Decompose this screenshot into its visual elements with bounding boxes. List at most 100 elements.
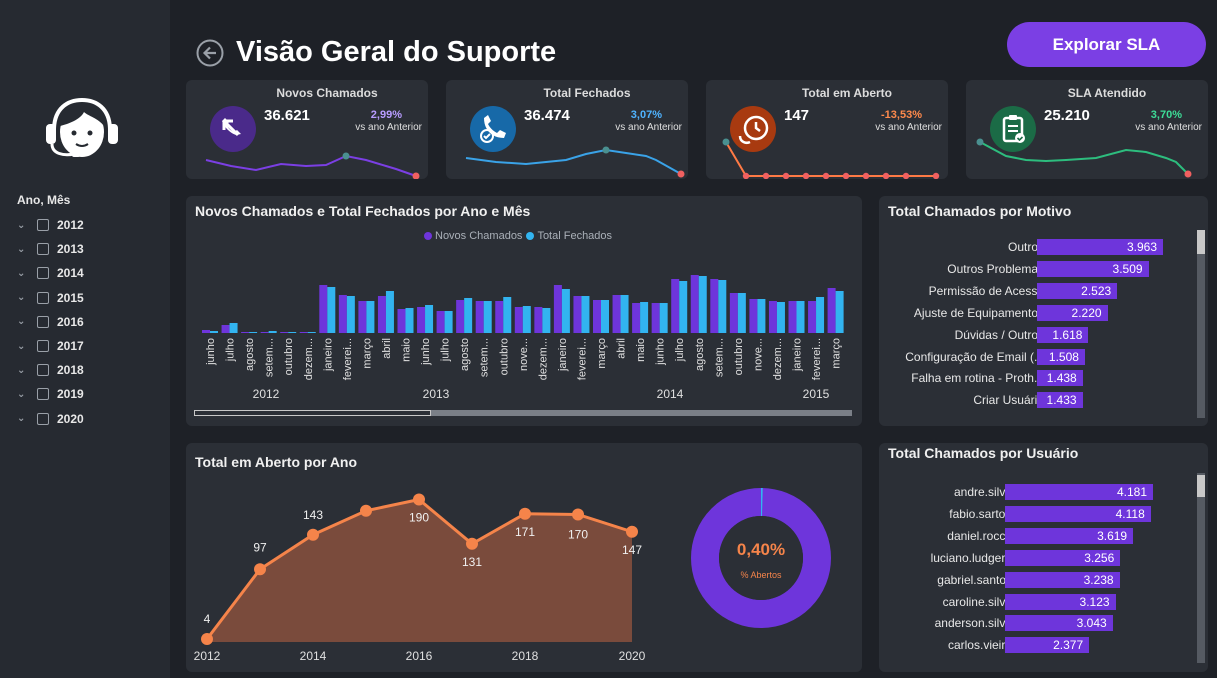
year-checkbox[interactable] — [37, 388, 49, 401]
sparkline-path — [979, 141, 1189, 175]
sparkline-point — [842, 172, 850, 179]
hbar-value: 3.509 — [1112, 261, 1143, 276]
area-data-label: 190 — [409, 511, 429, 525]
usuario-scrollbar-thumb[interactable] — [1197, 475, 1205, 497]
year-label: 2018 — [57, 363, 84, 378]
donut-slice-open — [691, 488, 831, 628]
hbar-value: 1.438 — [1046, 371, 1077, 386]
sparkline-path — [725, 141, 936, 177]
bar-fechados-30 — [796, 301, 805, 333]
year-checkbox[interactable] — [37, 340, 49, 353]
kpi-value: 36.474 — [524, 107, 570, 124]
bar-chart-svg: junho julho agosto setem... outubro dezem... j… — [202, 275, 844, 401]
motivo-scrollbar[interactable] — [1197, 230, 1205, 418]
chevron-down-icon[interactable]: ⌄ — [17, 243, 26, 255]
sparkline-high-point — [602, 146, 610, 154]
sparkline-path — [205, 154, 417, 177]
x-tick-label: dezem... — [537, 338, 549, 380]
bar-novos-18 — [553, 285, 562, 333]
horizontal-scrollbar[interactable] — [194, 410, 852, 416]
hbar-label: caroline.silva — [942, 594, 1012, 609]
kpi-title: Novos Chamados — [276, 86, 378, 100]
area-point — [201, 633, 213, 645]
bar-novos-21 — [612, 295, 621, 333]
x-tick-label: janeiro — [322, 338, 334, 372]
chevron-down-icon[interactable]: ⌄ — [17, 340, 26, 352]
sparkline-start-point — [722, 138, 730, 146]
year-label: 2017 — [57, 339, 84, 354]
year-checkbox[interactable] — [37, 267, 49, 280]
year-filter-2017[interactable]: ⌄ 2017 — [17, 334, 84, 358]
bar-novos-27 — [729, 293, 738, 333]
chevron-down-icon[interactable]: ⌄ — [17, 413, 26, 425]
kpi-card-2: Total Fechados 36.474 3,07% vs ano Anterior — [446, 80, 688, 179]
year-group-label: 2015 — [803, 387, 830, 401]
bar-chart-legend: Novos Chamados Total Fechados — [424, 230, 612, 242]
sparkline-path — [465, 148, 682, 175]
year-label: 2019 — [57, 387, 84, 402]
year-filter-2018[interactable]: ⌄ 2018 — [17, 358, 84, 382]
year-filter-2016[interactable]: ⌄ 2016 — [17, 310, 84, 334]
year-checkbox[interactable] — [37, 243, 49, 256]
legend-dot-fechados — [526, 232, 535, 240]
bar-novos-32 — [827, 288, 836, 333]
kpi-value: 36.621 — [264, 107, 310, 124]
area-data-label: 143 — [303, 508, 323, 522]
year-checkbox[interactable] — [37, 412, 49, 425]
hbar: 3.238 — [1005, 571, 1120, 588]
year-filter-2020[interactable]: ⌄ 2020 — [17, 407, 84, 431]
chevron-down-icon[interactable]: ⌄ — [17, 388, 26, 400]
year-checkbox[interactable] — [37, 291, 49, 304]
bar-novos-8 — [358, 301, 367, 333]
chevron-down-icon[interactable]: ⌄ — [17, 292, 26, 304]
hbar-value: 3.619 — [1097, 528, 1128, 543]
bar-novos-24 — [671, 279, 680, 333]
hbar-label: Criar Usuário — [973, 393, 1044, 408]
x-tick-label: abril — [381, 338, 393, 359]
year-filter-2014[interactable]: ⌄ 2014 — [17, 261, 84, 285]
year-checkbox[interactable] — [37, 219, 49, 232]
area-chart-svg: 4 97 143 190 131 171 170 147 2012 2014 2016 2018 202… — [194, 493, 646, 663]
year-filter-2013[interactable]: ⌄ 2013 — [17, 237, 84, 261]
hbar-row: fabio.sartori 4.118 — [879, 503, 1208, 525]
motivo-title: Total Chamados por Motivo — [888, 203, 1072, 219]
area-point — [254, 563, 266, 576]
kpi-title: Total em Aberto — [801, 86, 892, 100]
hbar-label: anderson.silva — [934, 616, 1012, 631]
chevron-down-icon[interactable]: ⌄ — [17, 364, 26, 376]
year-filter-2019[interactable]: ⌄ 2019 — [17, 382, 84, 406]
usuario-scrollbar[interactable] — [1197, 473, 1205, 663]
scrollbar-thumb[interactable] — [194, 410, 431, 416]
year-label: 2020 — [57, 411, 84, 426]
bar-fechados-21 — [620, 295, 629, 333]
bar-novos-4 — [280, 332, 289, 333]
area-data-label: 131 — [462, 555, 482, 569]
year-filter-list: ⌄ 2012 ⌄ 2013 ⌄ 2014 ⌄ 2015 ⌄ 2016 ⌄ 2017 ⌄ 2018 ⌄ 2019… — [17, 213, 84, 431]
chevron-down-icon[interactable]: ⌄ — [17, 316, 26, 328]
year-checkbox[interactable] — [37, 364, 49, 377]
explore-sla-button[interactable]: Explorar SLA — [1007, 22, 1206, 67]
year-filter-2012[interactable]: ⌄ 2012 — [17, 213, 84, 237]
x-tick-label: feverei... — [576, 338, 588, 380]
year-checkbox[interactable] — [37, 315, 49, 328]
year-filter-2015[interactable]: ⌄ 2015 — [17, 286, 84, 310]
back-arrow-icon[interactable] — [196, 39, 224, 67]
hbar-label: daniel.rocca — [947, 528, 1012, 543]
sparkline-point — [762, 172, 770, 179]
area-chart-card: Total em Aberto por Ano 4 97 143 190 131 171 1… — [186, 443, 862, 672]
bar-novos-2 — [241, 332, 250, 333]
chevron-down-icon[interactable]: ⌄ — [17, 219, 26, 231]
hbar-row: daniel.rocca 3.619 — [879, 525, 1208, 547]
motivo-scrollbar-thumb[interactable] — [1197, 230, 1205, 254]
hbar-value: 1.618 — [1052, 327, 1083, 342]
hbar-value: 1.433 — [1046, 393, 1077, 408]
page-title: Visão Geral do Suporte — [236, 36, 557, 68]
sparkline-high-point — [976, 138, 984, 146]
hbar-value: 4.181 — [1116, 485, 1147, 499]
bar-fechados-13 — [464, 298, 473, 333]
area-x-tick: 2016 — [406, 649, 433, 663]
x-tick-label: dezem... — [303, 338, 315, 380]
bar-novos-14 — [475, 301, 484, 333]
chevron-down-icon[interactable]: ⌄ — [17, 267, 26, 279]
kpi-value: 147 — [784, 107, 810, 124]
